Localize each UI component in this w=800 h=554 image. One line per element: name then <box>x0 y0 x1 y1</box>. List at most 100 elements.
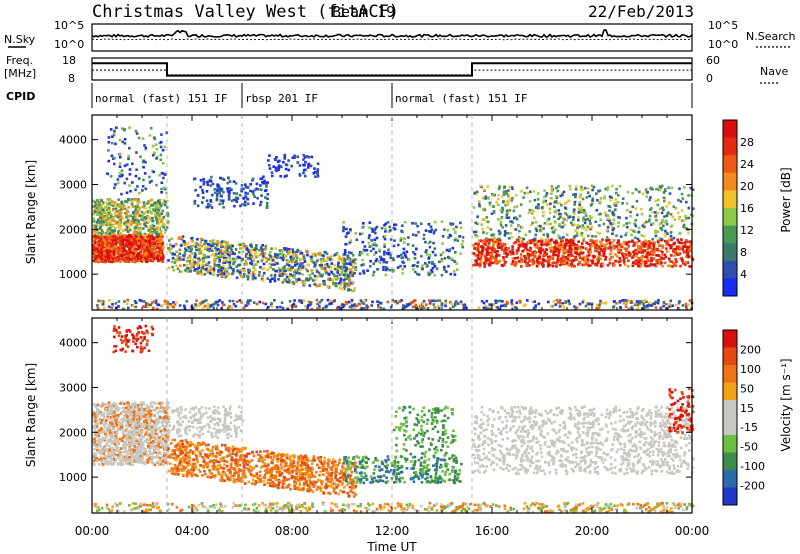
data-cell <box>126 252 130 256</box>
data-cell <box>350 306 353 309</box>
data-cell <box>226 306 230 310</box>
data-cell <box>637 264 640 268</box>
data-cell <box>647 220 651 223</box>
data-cell <box>127 206 130 209</box>
data-cell <box>334 284 338 288</box>
data-cell <box>317 271 321 275</box>
data-cell <box>204 268 208 271</box>
data-cell <box>105 241 109 244</box>
data-cell <box>106 249 110 252</box>
data-cell <box>591 197 595 200</box>
data-cell <box>254 250 257 254</box>
data-cell <box>479 257 483 260</box>
data-cell <box>175 264 178 268</box>
data-cell <box>575 306 579 309</box>
data-cell <box>154 206 158 210</box>
data-cell <box>454 251 457 254</box>
data-cell <box>568 246 572 249</box>
data-cell <box>284 269 288 273</box>
data-cell <box>640 234 644 237</box>
data-cell <box>125 302 129 306</box>
data-cell <box>499 246 502 249</box>
data-cell <box>172 268 176 272</box>
data-cell <box>561 242 564 246</box>
data-cell <box>528 200 532 203</box>
data-cell <box>212 270 216 273</box>
data-cell <box>552 253 555 257</box>
data-cell <box>95 206 99 210</box>
data-cell <box>136 210 139 213</box>
data-cell <box>624 305 628 308</box>
data-cell <box>293 299 296 302</box>
data-cell <box>138 206 141 210</box>
data-cell <box>535 259 539 263</box>
data-cell <box>631 192 634 195</box>
data-cell <box>531 260 535 264</box>
data-cell <box>228 299 232 303</box>
data-cell <box>151 232 155 235</box>
data-cell <box>194 253 197 257</box>
data-cell <box>653 263 657 266</box>
data-cell <box>396 266 400 269</box>
data-cell <box>321 273 324 276</box>
data-cell <box>129 214 132 218</box>
data-cell <box>237 243 241 247</box>
data-cell <box>511 196 514 200</box>
data-cell <box>611 184 614 188</box>
data-cell <box>571 259 574 262</box>
data-cell <box>251 256 254 259</box>
data-cell <box>144 240 148 243</box>
data-cell <box>394 300 397 303</box>
data-cell <box>359 299 363 302</box>
data-cell <box>95 244 99 248</box>
data-cell <box>279 256 282 260</box>
data-cell <box>528 230 531 233</box>
data-cell <box>530 209 534 212</box>
data-cell <box>119 215 123 218</box>
data-cell <box>169 303 172 306</box>
data-cell <box>504 246 507 250</box>
data-cell <box>361 232 364 235</box>
data-cell <box>156 206 160 210</box>
data-cell <box>92 239 96 243</box>
data-cell <box>581 246 585 249</box>
data-cell <box>527 240 530 244</box>
data-cell <box>213 188 216 191</box>
data-cell <box>139 214 142 218</box>
data-cell <box>282 269 285 273</box>
data-cell <box>302 158 305 161</box>
data-cell <box>161 209 165 213</box>
data-cell <box>546 242 550 246</box>
data-cell <box>316 302 319 306</box>
data-cell <box>676 253 679 256</box>
data-cell <box>153 137 157 141</box>
data-cell <box>483 240 487 244</box>
data-cell <box>106 201 110 205</box>
data-cell <box>397 243 400 247</box>
data-cell <box>403 220 407 224</box>
data-cell <box>312 171 316 175</box>
data-cell <box>121 250 125 253</box>
data-cell <box>179 258 182 261</box>
data-cell <box>671 215 675 219</box>
data-cell <box>432 307 436 310</box>
data-cell <box>102 306 106 310</box>
data-cell <box>661 246 664 249</box>
data-cell <box>475 246 478 250</box>
data-cell <box>649 262 653 266</box>
data-cell <box>222 178 226 181</box>
data-cell <box>483 196 486 199</box>
data-cell <box>668 243 671 247</box>
data-cell <box>293 276 296 280</box>
data-cell <box>558 246 562 249</box>
data-cell <box>382 260 386 264</box>
data-cell <box>441 235 445 238</box>
data-cell <box>323 283 326 286</box>
data-cell <box>284 254 287 258</box>
data-cell <box>156 212 159 215</box>
data-cell <box>124 244 128 248</box>
data-cell <box>226 190 230 193</box>
data-cell <box>648 241 652 245</box>
data-cell <box>96 218 100 222</box>
data-cell <box>210 240 214 244</box>
